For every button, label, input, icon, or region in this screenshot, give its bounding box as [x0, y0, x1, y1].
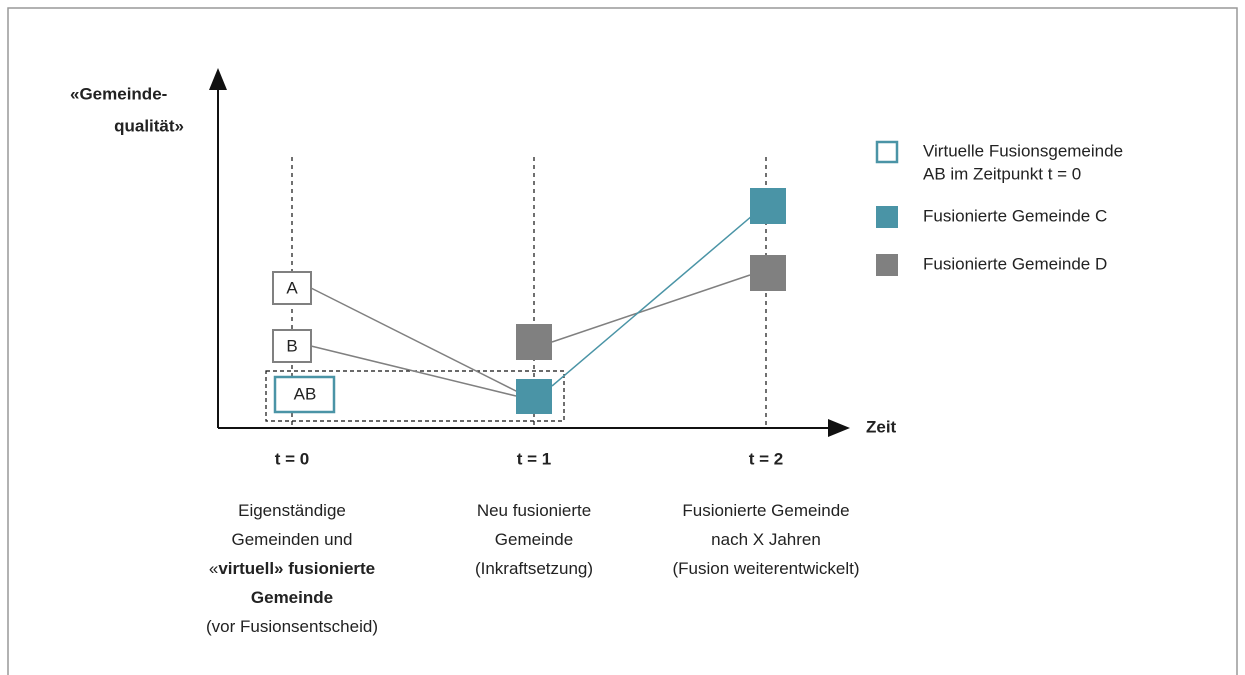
- description-text: (Inkraftsetzung): [475, 559, 593, 578]
- description-line: Gemeinden und: [232, 530, 353, 549]
- description-text: Eigenständige: [238, 501, 346, 520]
- description-line: Gemeinde: [495, 530, 573, 549]
- description-text: nach X Jahren: [711, 530, 821, 549]
- description-text: Fusionierte Gemeinde: [682, 501, 849, 520]
- time-label: t = 0: [275, 449, 310, 468]
- description-line: «virtuell» fusionierte: [209, 559, 375, 578]
- description-text: (Fusion weiterentwickelt): [672, 559, 859, 578]
- legend-swatch: [875, 140, 899, 164]
- description-line: (Fusion weiterentwickelt): [672, 559, 859, 578]
- x-arrow: [828, 419, 850, 437]
- node-box: [273, 375, 336, 414]
- node-label: B: [286, 336, 297, 355]
- square-c: [750, 188, 786, 224]
- description-text: Gemeinde: [495, 530, 573, 549]
- description-text: «: [209, 559, 218, 578]
- legend-text: AB im Zeitpunkt t = 0: [923, 164, 1081, 183]
- description-text: Gemeinden und: [232, 530, 353, 549]
- legend-swatch: [876, 254, 898, 276]
- time-label: t = 1: [517, 449, 552, 468]
- frame: [7, 7, 1238, 675]
- square-c: [516, 379, 552, 414]
- time-label: t = 2: [749, 449, 784, 468]
- square-d: [750, 255, 786, 291]
- description-text: (vor Fusionsentscheid): [206, 617, 378, 636]
- node-box: [272, 271, 312, 305]
- connector: [551, 203, 767, 387]
- legend-text: Fusionierte Gemeinde D: [923, 254, 1107, 273]
- connector: [310, 287, 519, 393]
- x-axis-label: Zeit: [866, 417, 897, 436]
- node-label: A: [286, 278, 298, 297]
- description-line: Eigenständige: [238, 501, 346, 520]
- y-axis-label: «Gemeinde-: [70, 84, 167, 103]
- description-line: nach X Jahren: [711, 530, 821, 549]
- legend-text: Virtuelle Fusionsgemeinde: [923, 141, 1123, 160]
- connector: [310, 345, 517, 397]
- description-text: Gemeinde: [251, 588, 333, 607]
- axes: [217, 85, 832, 429]
- legend-text: Fusionierte Gemeinde C: [923, 206, 1107, 225]
- node-box: [272, 329, 312, 363]
- description-line: (Inkraftsetzung): [475, 559, 593, 578]
- square-d: [516, 324, 552, 360]
- connectors: [310, 203, 767, 397]
- node-label: AB: [294, 384, 317, 403]
- description-text: Neu fusionierte: [477, 501, 591, 520]
- description-line: Gemeinde: [251, 588, 333, 607]
- description-text: virtuell» fusionierte: [218, 559, 375, 578]
- y-arrow: [209, 68, 227, 90]
- description-line: Neu fusionierte: [477, 501, 591, 520]
- legend-swatch: [876, 206, 898, 228]
- y-axis-label: qualität»: [114, 116, 184, 135]
- description-line: (vor Fusionsentscheid): [206, 617, 378, 636]
- connector: [551, 274, 751, 343]
- description-line: Fusionierte Gemeinde: [682, 501, 849, 520]
